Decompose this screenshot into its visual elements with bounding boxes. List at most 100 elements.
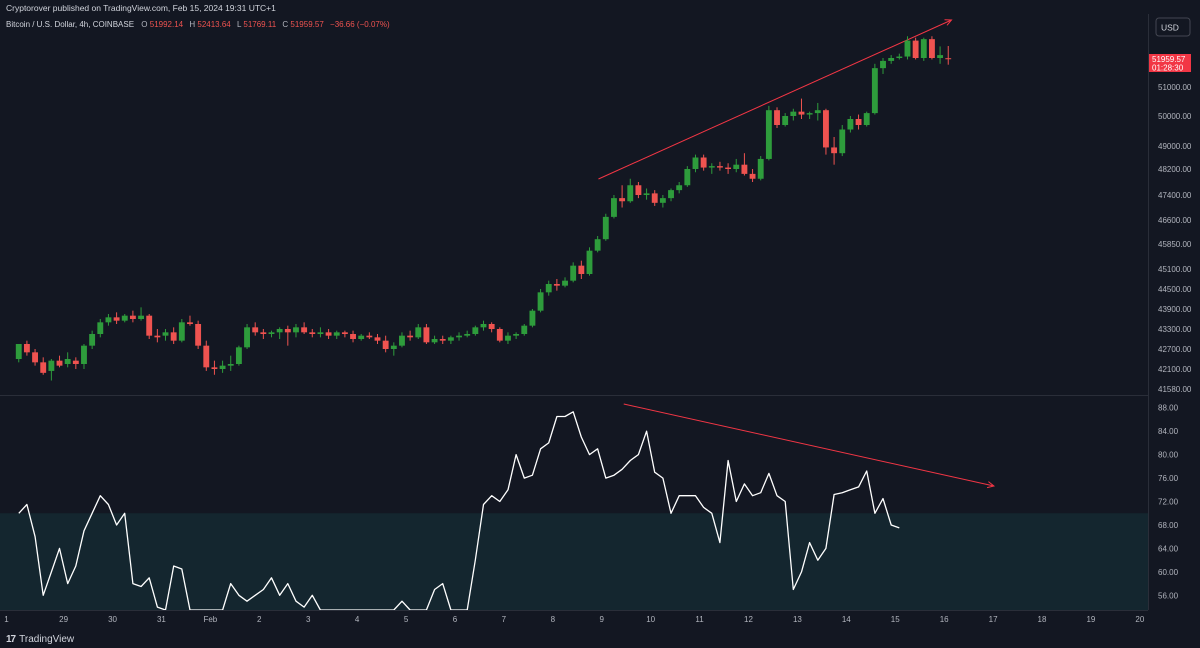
time-tick-label: 11 bbox=[695, 615, 704, 624]
candle-body bbox=[643, 193, 650, 195]
price-trendline[interactable] bbox=[598, 19, 953, 180]
last-price-tag-box bbox=[1149, 54, 1191, 72]
oscillator-trendline[interactable] bbox=[623, 403, 996, 489]
candle-body bbox=[178, 322, 185, 341]
symbol-name[interactable]: Bitcoin / U.S. Dollar, 4h, COINBASE bbox=[6, 20, 134, 29]
candlestick-series bbox=[15, 36, 952, 381]
candle-body bbox=[358, 335, 365, 339]
candle-body bbox=[89, 334, 96, 346]
candle-body bbox=[635, 185, 642, 195]
candle-body bbox=[488, 324, 495, 329]
published-by-text: Cryptorover published on TradingView.com… bbox=[6, 3, 276, 13]
open-label: O bbox=[141, 20, 147, 29]
candle-body bbox=[456, 335, 462, 338]
candle-body bbox=[260, 332, 267, 334]
candle-body bbox=[920, 39, 927, 58]
candle-body bbox=[806, 113, 813, 115]
price-tick-label: 43900.00 bbox=[1158, 305, 1192, 314]
time-tick-label: 2 bbox=[257, 615, 262, 624]
time-tick-label: 6 bbox=[453, 615, 458, 624]
candle-body bbox=[782, 116, 789, 125]
candle-body bbox=[529, 310, 536, 326]
time-tick-label: 4 bbox=[355, 615, 360, 624]
legend-line[interactable]: Bitcoin / U.S. Dollar, 4h, COINBASE O 51… bbox=[6, 20, 390, 29]
candle-body bbox=[268, 332, 275, 334]
candle-body bbox=[717, 166, 723, 168]
price-tick-label: 50000.00 bbox=[1158, 112, 1192, 121]
time-tick-label: 14 bbox=[842, 615, 851, 624]
tradingview-logo: 17 bbox=[6, 633, 16, 645]
high-value: 52413.64 bbox=[197, 20, 231, 29]
oscillator-tick-label: 60.00 bbox=[1158, 568, 1179, 577]
candle-body bbox=[774, 110, 780, 125]
price-tick-label: 44500.00 bbox=[1158, 285, 1192, 294]
candle-body bbox=[317, 332, 324, 334]
time-tick-label: 8 bbox=[551, 615, 556, 624]
time-tick-label: 1 bbox=[4, 615, 9, 624]
price-tick-label: 49000.00 bbox=[1158, 142, 1192, 151]
price-trendline-segment bbox=[598, 19, 952, 180]
candle-body bbox=[831, 147, 838, 154]
candle-body bbox=[586, 250, 593, 274]
candle-body bbox=[23, 344, 30, 353]
oscillator-tick-label: 64.00 bbox=[1158, 544, 1179, 553]
time-tick-label: Feb bbox=[203, 615, 217, 624]
time-tick-label: 12 bbox=[744, 615, 753, 624]
candle-body bbox=[537, 292, 544, 311]
price-trendline-arrowhead bbox=[944, 19, 953, 26]
candle-body bbox=[447, 337, 454, 341]
price-tick-label: 42700.00 bbox=[1158, 345, 1192, 354]
candle-body bbox=[578, 265, 585, 274]
candle-body bbox=[570, 265, 577, 281]
candle-body bbox=[765, 110, 772, 159]
oscillator-tick-label: 56.00 bbox=[1158, 591, 1179, 600]
time-tick-label: 29 bbox=[59, 615, 68, 624]
candle-body bbox=[211, 367, 218, 369]
price-tick-label: 42100.00 bbox=[1158, 365, 1192, 374]
oscillator-tick-label: 76.00 bbox=[1158, 474, 1179, 483]
price-tick-label: 48200.00 bbox=[1158, 165, 1192, 174]
low-value: 51769.11 bbox=[243, 20, 276, 29]
time-tick-label: 5 bbox=[404, 615, 409, 624]
candle-body bbox=[423, 327, 430, 343]
candle-body bbox=[341, 332, 348, 334]
oscillator-tick-label: 72.00 bbox=[1158, 498, 1179, 507]
time-tick-label: 13 bbox=[793, 615, 802, 624]
candle-body bbox=[431, 339, 438, 343]
candle-body bbox=[619, 198, 626, 202]
candle-body bbox=[602, 216, 609, 240]
change-value: −36.66 (−0.07%) bbox=[330, 20, 390, 29]
price-scale[interactable]: 51000.00 50000.00 49000.00 48200.00 47400.00… bbox=[1155, 17, 1192, 600]
time-tick-label: 7 bbox=[502, 615, 507, 624]
candle-body bbox=[611, 198, 617, 217]
candle-body bbox=[48, 360, 55, 371]
candle-body bbox=[888, 58, 895, 61]
currency-button[interactable] bbox=[1155, 17, 1191, 37]
candle-body bbox=[407, 335, 414, 338]
candle-body bbox=[871, 68, 878, 114]
candle-body bbox=[741, 164, 748, 174]
time-tick-label: 30 bbox=[108, 615, 117, 624]
price-axis-ticks: 51000.00 50000.00 49000.00 48200.00 47400.00… bbox=[1158, 83, 1192, 394]
candle-body bbox=[138, 315, 144, 319]
candle-body bbox=[146, 315, 153, 336]
time-axis[interactable]: 1 29 30 31 Feb 2 3 4 5 6 7 8 9 10 11 12 13 14 15 16 17 18 19 20 bbox=[4, 615, 1145, 624]
candle-body bbox=[863, 113, 870, 125]
candle-body bbox=[81, 345, 87, 364]
candle-body bbox=[105, 317, 112, 323]
candle-body bbox=[244, 327, 250, 348]
candle-body bbox=[659, 198, 666, 203]
candle-body bbox=[284, 329, 291, 333]
time-tick-label: 31 bbox=[157, 615, 166, 624]
oscillator-tick-label: 88.00 bbox=[1158, 404, 1179, 413]
candle-body bbox=[162, 332, 169, 336]
time-tick-label: 16 bbox=[940, 615, 949, 624]
candle-body bbox=[505, 335, 511, 341]
candle-body bbox=[399, 335, 405, 346]
price-pane[interactable] bbox=[15, 19, 953, 381]
candle-body bbox=[195, 324, 202, 346]
oscillator-pane[interactable] bbox=[0, 403, 1148, 611]
candle-body bbox=[293, 327, 299, 333]
candle-body bbox=[325, 332, 332, 336]
